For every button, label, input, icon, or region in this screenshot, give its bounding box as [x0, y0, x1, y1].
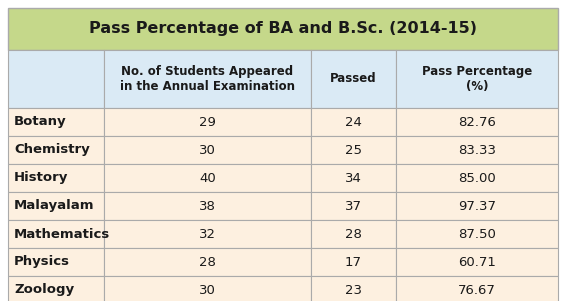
- Text: Mathematics: Mathematics: [14, 228, 110, 240]
- Bar: [8, 276, 104, 301]
- Bar: [311, 50, 396, 108]
- Text: 17: 17: [345, 256, 362, 268]
- Text: 29: 29: [199, 116, 216, 129]
- Text: Zoology: Zoology: [14, 284, 74, 296]
- Text: 24: 24: [345, 116, 362, 129]
- Bar: [396, 248, 558, 276]
- Bar: [311, 192, 396, 220]
- Bar: [311, 136, 396, 164]
- Bar: [8, 164, 104, 192]
- Text: 30: 30: [199, 144, 216, 157]
- Text: Botany: Botany: [14, 116, 67, 129]
- Bar: [311, 164, 396, 192]
- Text: 32: 32: [199, 228, 216, 240]
- Bar: [104, 276, 311, 301]
- Text: Passed: Passed: [330, 73, 376, 85]
- Text: 76.67: 76.67: [458, 284, 496, 296]
- Bar: [396, 108, 558, 136]
- Bar: [311, 220, 396, 248]
- Bar: [396, 50, 558, 108]
- Bar: [396, 220, 558, 248]
- Bar: [8, 248, 104, 276]
- Bar: [104, 108, 311, 136]
- Bar: [396, 276, 558, 301]
- Text: 60.71: 60.71: [458, 256, 496, 268]
- Bar: [104, 164, 311, 192]
- Text: 40: 40: [199, 172, 216, 185]
- Text: History: History: [14, 172, 68, 185]
- Text: 30: 30: [199, 284, 216, 296]
- Text: 97.37: 97.37: [458, 200, 496, 213]
- Text: 28: 28: [199, 256, 216, 268]
- Bar: [104, 192, 311, 220]
- Text: 23: 23: [345, 284, 362, 296]
- Bar: [104, 248, 311, 276]
- Bar: [104, 50, 311, 108]
- Text: Pass Percentage
(%): Pass Percentage (%): [422, 65, 532, 93]
- Bar: [396, 136, 558, 164]
- Bar: [104, 136, 311, 164]
- Text: 85.00: 85.00: [458, 172, 496, 185]
- Bar: [311, 248, 396, 276]
- Text: 87.50: 87.50: [458, 228, 496, 240]
- Bar: [311, 276, 396, 301]
- Bar: [311, 108, 396, 136]
- Bar: [8, 220, 104, 248]
- Bar: [8, 50, 104, 108]
- Text: 37: 37: [345, 200, 362, 213]
- Text: 34: 34: [345, 172, 362, 185]
- Text: 28: 28: [345, 228, 362, 240]
- Text: 82.76: 82.76: [458, 116, 496, 129]
- Bar: [104, 220, 311, 248]
- Bar: [8, 192, 104, 220]
- Bar: [396, 164, 558, 192]
- Text: 83.33: 83.33: [458, 144, 496, 157]
- Text: Physics: Physics: [14, 256, 70, 268]
- Bar: [8, 108, 104, 136]
- Bar: [396, 192, 558, 220]
- Bar: [8, 136, 104, 164]
- Text: Malayalam: Malayalam: [14, 200, 95, 213]
- Bar: [8, 8, 558, 50]
- Text: 25: 25: [345, 144, 362, 157]
- Text: Pass Percentage of BA and B.Sc. (2014-15): Pass Percentage of BA and B.Sc. (2014-15…: [89, 21, 477, 36]
- Text: 38: 38: [199, 200, 216, 213]
- Text: No. of Students Appeared
in the Annual Examination: No. of Students Appeared in the Annual E…: [120, 65, 295, 93]
- Text: Chemistry: Chemistry: [14, 144, 90, 157]
